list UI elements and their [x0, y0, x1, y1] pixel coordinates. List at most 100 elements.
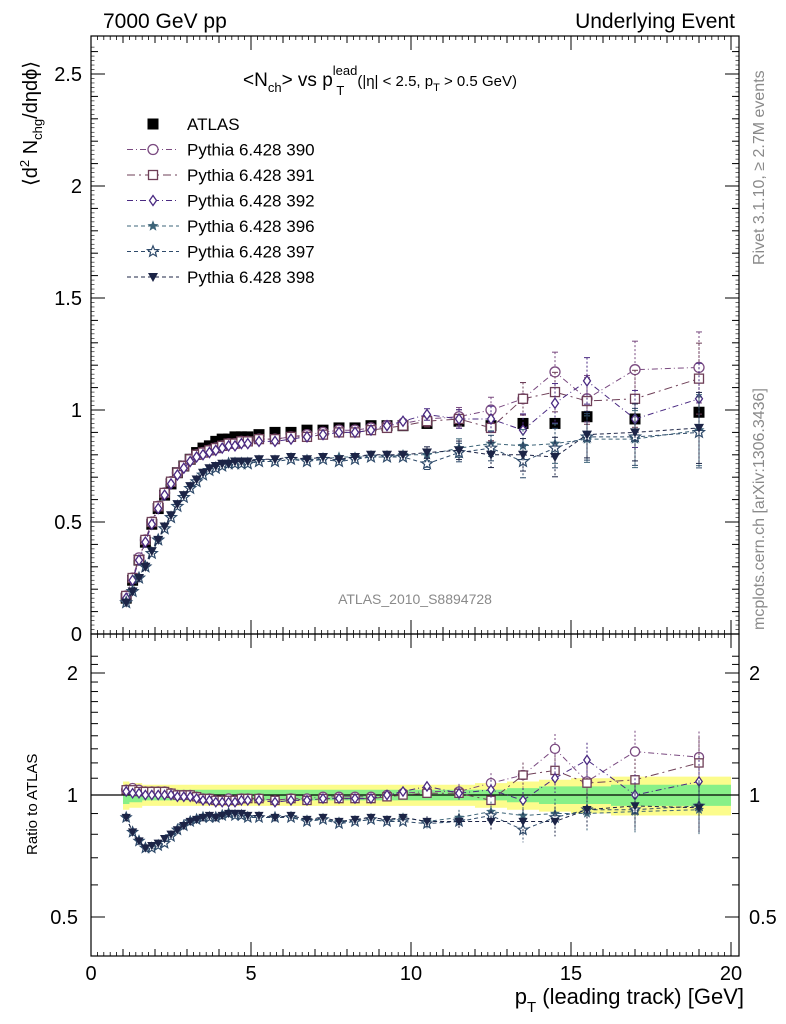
ylabel-2: 2 [17, 160, 32, 167]
data-point [121, 598, 132, 608]
ratio-point [694, 804, 704, 813]
ratio-point [154, 789, 163, 801]
data-point [269, 426, 281, 438]
ratio-point [134, 787, 144, 799]
series-line [125, 366, 700, 597]
data-point [153, 535, 164, 545]
ratio-point [318, 792, 328, 805]
data-point [286, 432, 296, 446]
ratio-point [454, 787, 464, 799]
data-point [140, 562, 151, 572]
ratio-point [122, 785, 131, 798]
ratio-point [217, 811, 227, 821]
ratio-point [230, 809, 240, 819]
data-point [486, 412, 496, 426]
ratio-plot-data [119, 730, 706, 854]
ratio-point [198, 794, 208, 807]
axis-ticks: 0 5 10 15 20 0 0.5 1 1.5 2 2.5 0.5 0.5 1 1 2 2 [50, 36, 777, 985]
ratio-point [629, 746, 641, 757]
data-point [236, 457, 247, 467]
data-point [382, 419, 392, 432]
series-line [125, 431, 700, 603]
title-vs: > vs p [282, 70, 333, 91]
data-point [185, 455, 195, 468]
ratio-point [128, 787, 137, 799]
legend-entry: Pythia 6.428 392 [127, 192, 315, 211]
y-tick-label: 1.5 [54, 288, 82, 310]
ratio-point [486, 817, 496, 827]
ratio-point [185, 817, 195, 827]
data-point [229, 431, 241, 443]
legend-label: Pythia 6.428 390 [187, 141, 315, 160]
ratio-point [398, 813, 408, 823]
ratio-point [198, 813, 208, 823]
y-tick-label: 2.5 [54, 64, 82, 86]
ratio-point [160, 835, 170, 844]
data-point [334, 455, 344, 465]
ratio-point [205, 794, 214, 807]
data-point [630, 428, 640, 438]
ratio-point [179, 791, 188, 803]
data-point [318, 428, 328, 441]
ratio-point [237, 794, 246, 807]
data-point [127, 587, 138, 597]
ratio-point [484, 808, 498, 822]
ratio-point [518, 817, 528, 827]
title-sup: lead [333, 63, 358, 78]
legend-marker [147, 169, 159, 181]
ratio-point [350, 815, 360, 825]
ratio-point [286, 794, 296, 807]
data-point [230, 439, 240, 452]
series-line [125, 380, 700, 599]
ratio-axis-label: Ratio to ATLAS [24, 754, 41, 855]
data-point [334, 426, 344, 439]
ratio-point [173, 791, 182, 803]
ylabel-a: ⟨d [20, 167, 42, 186]
title-cut-end: > 0.5 GeV) [440, 73, 517, 90]
ratio-point [398, 785, 408, 798]
data-point [210, 435, 222, 447]
ratio-point [192, 815, 202, 825]
source-label: mcplots.cern.ch [arXiv:1306.3436] [751, 388, 768, 630]
ratio-point [302, 794, 312, 807]
x-tick-label: 15 [560, 963, 582, 985]
legend-entry: Pythia 6.428 390 [127, 141, 315, 160]
ratio-tick-label: 1 [67, 785, 78, 807]
data-point [210, 462, 221, 471]
title-ch: ch [268, 80, 282, 95]
ratio-tick-label: 2 [67, 663, 78, 685]
data-point [582, 430, 592, 440]
data-point [153, 502, 163, 515]
ratio-point [318, 813, 328, 823]
ratio-point [630, 802, 640, 811]
x-tick-label: 20 [720, 963, 742, 985]
ylabel-c: /dηdϕ⟩ [20, 61, 42, 119]
data-point [211, 444, 221, 457]
legend-marker [148, 194, 158, 207]
ratio-tick-label-right: 1 [749, 785, 760, 807]
ratio-point [218, 796, 227, 808]
data-point [237, 437, 246, 450]
legend-marker [147, 220, 159, 231]
data-point [318, 453, 328, 463]
ratio-point [694, 758, 704, 768]
data-point [159, 522, 170, 532]
data-point [173, 468, 182, 482]
data-point [254, 435, 264, 448]
ratio-point [147, 841, 157, 851]
ratio-point [179, 822, 189, 831]
ratio-point [254, 794, 264, 807]
legend: ATLAS Pythia 6.428 390 Pythia 6.428 391 Pyt… [127, 115, 315, 287]
legend-entry: ATLAS [147, 115, 240, 134]
ratio-point [582, 754, 592, 766]
ratio-point [211, 796, 220, 808]
data-point [134, 553, 144, 567]
ratio-point [550, 817, 560, 827]
header-right: Underlying Event [575, 10, 735, 33]
y-axis-label: ⟨d2 Nchg/dηdϕ⟩ [17, 61, 45, 186]
ratio-point [243, 794, 252, 807]
data-point [422, 448, 432, 458]
series-4 [120, 394, 705, 608]
y-tick-label: 0.5 [54, 512, 82, 534]
ratio-point [550, 772, 560, 784]
